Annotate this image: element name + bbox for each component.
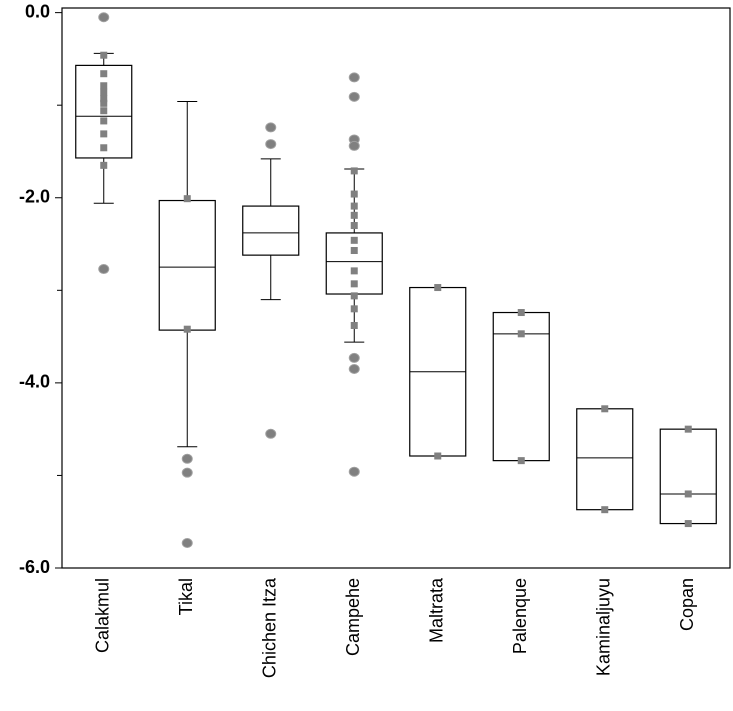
data-point	[100, 99, 108, 107]
x-tick-label: Maltrata	[427, 577, 447, 643]
outlier	[265, 428, 277, 439]
data-point	[100, 88, 108, 96]
data-point	[517, 309, 525, 317]
data-point	[434, 452, 442, 460]
data-point	[350, 202, 358, 210]
data-point	[100, 117, 108, 125]
data-point	[183, 325, 191, 333]
box	[576, 408, 634, 511]
y-tick-label: -4.0	[19, 372, 50, 392]
data-point	[100, 144, 108, 152]
data-point	[350, 280, 358, 288]
data-point	[100, 161, 108, 169]
data-point	[350, 267, 358, 275]
box	[158, 199, 216, 331]
outlier	[348, 140, 360, 151]
outlier	[348, 72, 360, 83]
y-tick-label: 0.0	[25, 1, 50, 21]
x-tick-label: Calakmul	[93, 578, 113, 653]
outlier	[181, 538, 193, 549]
data-point	[350, 321, 358, 329]
data-point	[100, 95, 108, 103]
x-tick-label: Tikal	[176, 578, 196, 615]
box	[75, 64, 133, 159]
data-point	[517, 330, 525, 338]
outlier	[348, 466, 360, 477]
data-point	[350, 222, 358, 230]
outlier	[181, 453, 193, 464]
data-point	[350, 292, 358, 300]
data-point	[100, 70, 108, 78]
outlier	[98, 264, 110, 275]
data-point	[350, 190, 358, 198]
data-point	[100, 130, 108, 138]
x-tick-label: Kaminaljuyu	[594, 578, 614, 676]
data-point	[350, 247, 358, 255]
outlier	[348, 352, 360, 363]
x-tick-label: Campehe	[343, 578, 363, 656]
data-point	[350, 236, 358, 244]
outlier	[265, 139, 277, 150]
data-point	[100, 107, 108, 115]
x-tick-label: Palenque	[510, 578, 530, 654]
data-point	[684, 520, 692, 528]
outlier	[181, 467, 193, 478]
data-point	[350, 305, 358, 313]
y-tick-label: -6.0	[19, 557, 50, 577]
data-point	[684, 425, 692, 433]
x-tick-label: Copan	[677, 578, 697, 631]
outlier	[348, 91, 360, 102]
y-tick-label: -2.0	[19, 187, 50, 207]
outlier	[348, 363, 360, 374]
data-point	[434, 284, 442, 292]
box	[659, 428, 717, 525]
data-point	[183, 195, 191, 203]
x-tick-label: Chichen Itza	[260, 577, 280, 678]
data-point	[350, 167, 358, 175]
data-point	[517, 457, 525, 465]
data-point	[100, 82, 108, 90]
data-point	[350, 211, 358, 219]
data-point	[684, 490, 692, 498]
data-point	[601, 506, 609, 514]
data-point	[100, 51, 108, 59]
data-point	[601, 405, 609, 413]
box	[242, 205, 300, 256]
outlier	[98, 12, 110, 23]
plot-frame	[61, 7, 731, 569]
outlier	[265, 122, 277, 133]
